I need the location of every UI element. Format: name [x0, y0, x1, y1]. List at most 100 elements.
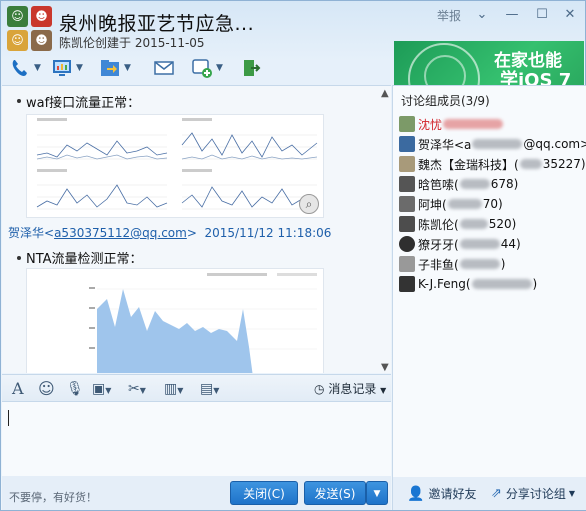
message-history: waf接口流量正常： ⌕ 贺泽华<a5303751: [2, 85, 391, 373]
avatar: [399, 196, 415, 212]
traffic-graphs-image: [36, 118, 318, 210]
invite-label: 邀请好友: [428, 487, 477, 501]
member-suffix: ): [532, 277, 538, 291]
message-text: NTA流量检测正常：: [26, 252, 143, 267]
bullet-dot: [17, 256, 21, 260]
add-app-button[interactable]: ▼: [191, 55, 223, 81]
member-item[interactable]: 晗笆嗦( 678): [399, 174, 518, 194]
bullet-dot: [17, 99, 21, 103]
voice-icon[interactable]: 🎙: [66, 381, 84, 397]
member-suffix: 35227): [542, 157, 586, 171]
close-window-button[interactable]: ✕: [564, 7, 576, 22]
member-panel-footer: 👤 邀请好友 ⇗ 分享讨论组 ▼: [392, 477, 586, 510]
font-icon[interactable]: A: [12, 379, 24, 398]
member-name: 陈凯伦(: [418, 217, 459, 232]
member-count-header: 讨论组成员(3/9): [401, 94, 490, 108]
input-toolbar: A ☺ 🎙 ▣▼ ✂▼ ▥▼ ▤▼ ◷ 消息记录 ▼: [2, 374, 391, 402]
member-suffix: 520): [488, 217, 517, 231]
chart-icon[interactable]: ▥▼: [164, 381, 184, 397]
history-label: 消息记录: [328, 382, 377, 396]
scroll-down-icon[interactable]: ▼: [381, 362, 389, 373]
redacted-text: [519, 159, 542, 169]
member-avatar: ☺: [7, 30, 28, 51]
member-name: 阿坤(: [418, 197, 447, 212]
member-item[interactable]: 贺泽华<a @qq.com>: [399, 134, 586, 154]
phone-icon: [12, 60, 27, 76]
minimize-button[interactable]: —: [505, 7, 519, 22]
member-avatar: ☻: [31, 30, 52, 51]
emoji-icon[interactable]: ☺: [38, 379, 55, 398]
invite-friends-button[interactable]: 👤 邀请好友: [407, 485, 476, 502]
member-name: 獠牙牙(: [418, 237, 459, 252]
share-group-button[interactable]: ⇗ 分享讨论组 ▼: [491, 485, 575, 502]
dropdown-arrow-icon[interactable]: ⌄: [476, 7, 488, 22]
chevron-down-icon: ▼: [124, 63, 131, 73]
avatar: [399, 116, 415, 132]
message-sender: 贺泽华<a530375112@qq.com> 2015/11/12 11:18:…: [8, 226, 332, 240]
text-caret: [8, 410, 9, 426]
send-button[interactable]: 发送(S): [304, 481, 366, 505]
screen-share-button[interactable]: ▼: [51, 55, 83, 81]
chevron-down-icon: ▼: [34, 63, 41, 73]
chevron-down-icon: ▼: [216, 63, 223, 73]
exit-group-button[interactable]: [241, 55, 263, 81]
bottom-ad-text[interactable]: 不要停，有好货！: [9, 491, 97, 504]
bottom-bar: 不要停，有好货！ 关闭(C) 发送(S) ▼: [2, 476, 391, 510]
member-suffix: 44): [500, 237, 521, 251]
avatar: [399, 256, 415, 272]
share-label: 分享讨论组: [505, 487, 566, 501]
member-item[interactable]: 子非鱼( ): [399, 254, 505, 274]
member-item[interactable]: 獠牙牙( 44): [399, 234, 521, 254]
send-options-dropdown[interactable]: ▼: [366, 481, 388, 505]
nta-traffic-screenshot[interactable]: [26, 268, 324, 373]
member-item[interactable]: K-J.Feng( ): [399, 274, 537, 294]
clock-icon: ◷: [314, 382, 325, 396]
sender-name: 贺泽华: [8, 226, 45, 240]
member-suffix: @qq.com>: [523, 137, 586, 151]
ad-banner[interactable]: 在家也能 学iOS 7: [394, 41, 584, 91]
member-name: K-J.Feng(: [418, 277, 471, 291]
group-created-info: 陈凯伦创建于 2015-11-05: [59, 36, 205, 50]
redacted-text: [443, 119, 504, 129]
maximize-button[interactable]: ☐: [536, 7, 548, 22]
group-avatar[interactable]: ☺ ☻ ☺ ☻: [7, 6, 53, 52]
file-transfer-button[interactable]: ▼: [99, 55, 131, 81]
member-item[interactable]: 沈忧: [399, 114, 504, 134]
chat-scrollbar[interactable]: ▲ ▼: [378, 86, 391, 373]
nta-area-chart-image: [89, 273, 317, 373]
member-name: 魏杰【金瑞科技】(: [418, 157, 519, 172]
redacted-text: [459, 259, 500, 269]
avatar: [399, 276, 415, 292]
image-icon[interactable]: ▣▼: [92, 381, 112, 397]
member-name: 沈忧: [418, 117, 443, 132]
message-input[interactable]: [2, 402, 391, 476]
avatar: [399, 236, 415, 252]
add-user-icon: 👤: [407, 485, 425, 502]
scroll-up-icon[interactable]: ▲: [381, 88, 389, 99]
email-button[interactable]: [153, 55, 175, 81]
globe-ring: [424, 55, 466, 91]
more-tools-icon[interactable]: ▤▼: [200, 381, 220, 397]
call-button[interactable]: ▼: [9, 55, 41, 81]
redacted-text: [459, 179, 490, 189]
member-panel: 讨论组成员(3/9) 沈忧 贺泽华<a @qq.com> 魏杰【金瑞科技】( 3…: [392, 85, 586, 477]
zoom-image-icon[interactable]: ⌕: [299, 194, 319, 214]
member-avatar: ☻: [31, 6, 52, 27]
screen-share-icon: [53, 60, 71, 76]
member-item[interactable]: 阿坤( 70): [399, 194, 503, 214]
sender-email-link[interactable]: a530375112@qq.com: [54, 226, 187, 240]
avatar: [399, 176, 415, 192]
avatar: [399, 156, 415, 172]
message-history-button[interactable]: ◷ 消息记录 ▼: [314, 379, 386, 399]
waf-traffic-screenshot[interactable]: [26, 114, 324, 218]
member-item[interactable]: 陈凯伦( 520): [399, 214, 516, 234]
exit-group-icon: [244, 60, 261, 76]
report-link[interactable]: 举报: [437, 9, 462, 23]
member-item[interactable]: 魏杰【金瑞科技】( 35227): [399, 154, 586, 174]
add-app-icon: [192, 59, 212, 78]
member-avatar: ☺: [7, 6, 28, 27]
screenshot-scissors-icon[interactable]: ✂▼: [128, 381, 146, 397]
chevron-down-icon: ▼: [568, 489, 576, 498]
close-button[interactable]: 关闭(C): [230, 481, 298, 505]
